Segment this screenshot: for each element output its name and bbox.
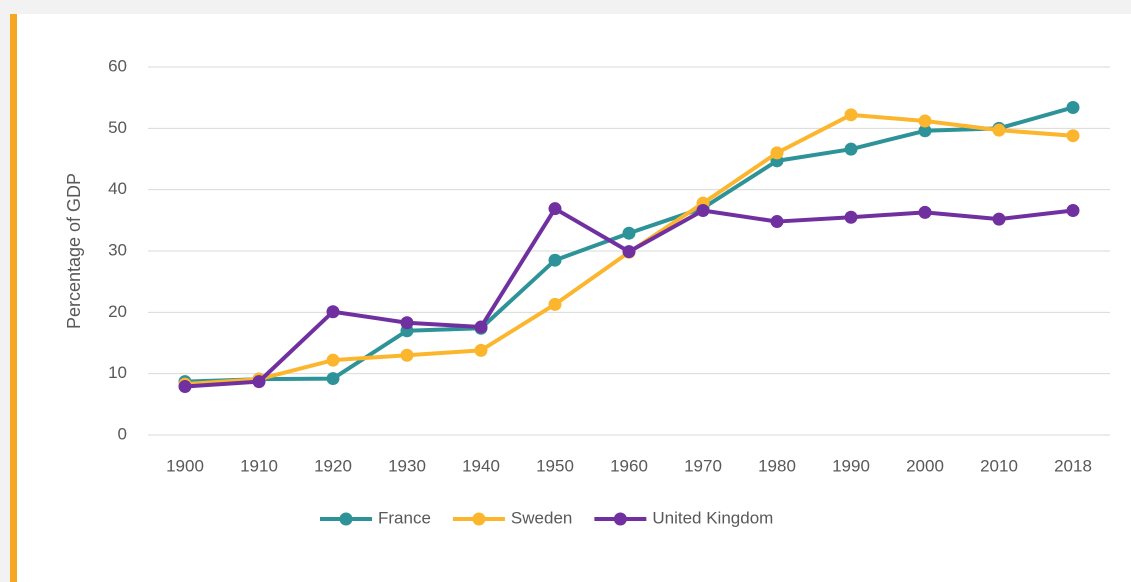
x-tick-label: 1930 bbox=[388, 456, 426, 475]
y-tick-label: 0 bbox=[118, 424, 127, 443]
data-point bbox=[622, 226, 636, 240]
data-point bbox=[400, 348, 414, 362]
legend-marker bbox=[613, 512, 627, 526]
data-point bbox=[770, 215, 784, 229]
data-point bbox=[474, 343, 488, 357]
data-point bbox=[548, 253, 562, 267]
y-tick-label: 30 bbox=[108, 240, 127, 259]
x-tick-label: 1970 bbox=[684, 456, 722, 475]
x-tick-label: 1990 bbox=[832, 456, 870, 475]
data-point bbox=[178, 380, 192, 394]
panel bbox=[10, 14, 1131, 582]
data-point bbox=[844, 142, 858, 156]
legend-marker bbox=[472, 512, 486, 526]
x-tick-label: 1920 bbox=[314, 456, 352, 475]
y-tick-label: 50 bbox=[108, 118, 127, 137]
data-point bbox=[252, 375, 266, 389]
data-point bbox=[474, 320, 488, 334]
y-tick-label: 10 bbox=[108, 363, 127, 382]
x-tick-label: 1950 bbox=[536, 456, 574, 475]
data-point bbox=[400, 316, 414, 330]
data-point bbox=[844, 210, 858, 224]
x-tick-label: 1960 bbox=[610, 456, 648, 475]
legend-marker bbox=[339, 512, 353, 526]
x-tick-label: 2010 bbox=[980, 456, 1018, 475]
y-tick-label: 60 bbox=[108, 56, 127, 75]
y-tick-label: 40 bbox=[108, 179, 127, 198]
legend-label: United Kingdom bbox=[652, 508, 773, 527]
data-point bbox=[770, 146, 784, 160]
x-tick-label: 1980 bbox=[758, 456, 796, 475]
data-point bbox=[1066, 100, 1080, 114]
accent-bar bbox=[10, 14, 17, 582]
data-point bbox=[548, 202, 562, 216]
data-point bbox=[696, 204, 710, 218]
legend-label: France bbox=[378, 508, 431, 527]
y-axis-title: Percentage of GDP bbox=[64, 173, 84, 329]
data-point bbox=[326, 353, 340, 367]
y-tick-label: 20 bbox=[108, 302, 127, 321]
x-tick-label: 1940 bbox=[462, 456, 500, 475]
data-point bbox=[1066, 129, 1080, 143]
data-point bbox=[326, 305, 340, 319]
data-point bbox=[918, 114, 932, 128]
data-point bbox=[992, 123, 1006, 137]
x-tick-label: 1900 bbox=[166, 456, 204, 475]
data-point bbox=[548, 297, 562, 311]
data-point bbox=[326, 372, 340, 386]
data-point bbox=[1066, 204, 1080, 218]
data-point bbox=[918, 124, 932, 138]
legend-label: Sweden bbox=[511, 508, 572, 527]
data-point bbox=[992, 212, 1006, 226]
x-tick-label: 2000 bbox=[906, 456, 944, 475]
x-tick-label: 1910 bbox=[240, 456, 278, 475]
data-point bbox=[918, 205, 932, 219]
data-point bbox=[844, 108, 858, 122]
data-point bbox=[622, 245, 636, 259]
x-tick-label: 2018 bbox=[1054, 456, 1092, 475]
